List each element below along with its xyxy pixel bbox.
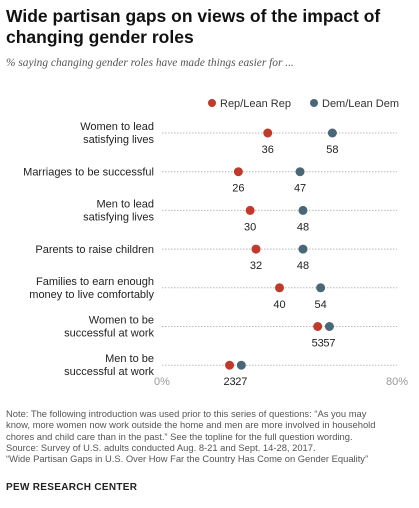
rep-dot	[225, 360, 235, 370]
rep-value-label: 40	[273, 299, 285, 311]
dem-value-label: 58	[326, 144, 338, 156]
note-line: Note: The following introduction was use…	[6, 408, 367, 419]
dem-dot	[236, 360, 246, 370]
dem-value-label: 48	[297, 221, 309, 233]
legend-marker	[208, 99, 216, 107]
category-label: money to live comfortably	[29, 289, 154, 301]
rep-dot	[245, 205, 255, 215]
dem-value-label: 27	[235, 376, 247, 388]
x-tick-label: 80%	[386, 376, 408, 388]
category-label: Families to earn enough	[36, 276, 154, 288]
note-line: “Wide Partisan Gaps in U.S. Over How Far…	[6, 453, 369, 465]
rep-value-label: 32	[250, 260, 262, 272]
note-line: know, more women now work outside the ho…	[6, 419, 376, 431]
chart-note: Note: The following introduction was use…	[6, 408, 416, 464]
legend-marker	[310, 99, 318, 107]
category-label: Women to lead	[80, 121, 154, 133]
rep-value-label: 30	[244, 221, 256, 233]
rep-dot	[233, 167, 243, 177]
category-label: successful at work	[64, 328, 154, 340]
category-label: satisfying lives	[83, 134, 154, 146]
dem-dot	[295, 167, 305, 177]
note-line: chores and child care than in the past.”…	[6, 430, 353, 442]
chart-subtitle: % saying changing gender roles have made…	[6, 57, 294, 69]
dem-dot	[298, 205, 308, 215]
source-organization: PEW RESEARCH CENTER	[6, 482, 138, 493]
dem-dot	[324, 322, 334, 331]
rep-value-label: 53	[312, 338, 324, 350]
category-label: Men to be	[105, 353, 154, 365]
chart-title: Wide partisan gaps on views of the impac…	[6, 6, 381, 47]
rep-value-label: 36	[262, 144, 274, 156]
category-label: satisfying lives	[83, 211, 154, 223]
rep-value-label: 26	[232, 183, 244, 195]
note-line: Source: Survey of U.S. adults conducted …	[6, 441, 316, 453]
legend-label: Dem/Lean Dem	[322, 98, 399, 110]
rep-value-label: 23	[223, 376, 235, 388]
legend-label: Rep/Lean Rep	[220, 98, 291, 110]
rep-dot	[251, 244, 261, 254]
rep-dot	[313, 322, 323, 331]
dem-value-label: 54	[315, 299, 327, 311]
category-label: Marriages to be successful	[23, 167, 154, 179]
category-label: successful at work	[64, 366, 154, 378]
dem-value-label: 47	[294, 183, 306, 195]
rep-dot	[275, 283, 284, 293]
rep-dot	[263, 128, 273, 138]
category-label: Parents to raise children	[35, 244, 154, 256]
dem-dot	[327, 128, 337, 138]
category-label: Women to be	[89, 315, 154, 327]
dem-dot	[298, 244, 308, 254]
x-tick-label: 0%	[154, 376, 170, 388]
dem-value-label: 57	[323, 338, 335, 350]
dem-value-label: 48	[297, 260, 309, 272]
category-label: Men to lead	[97, 198, 154, 210]
dem-dot	[316, 283, 326, 293]
